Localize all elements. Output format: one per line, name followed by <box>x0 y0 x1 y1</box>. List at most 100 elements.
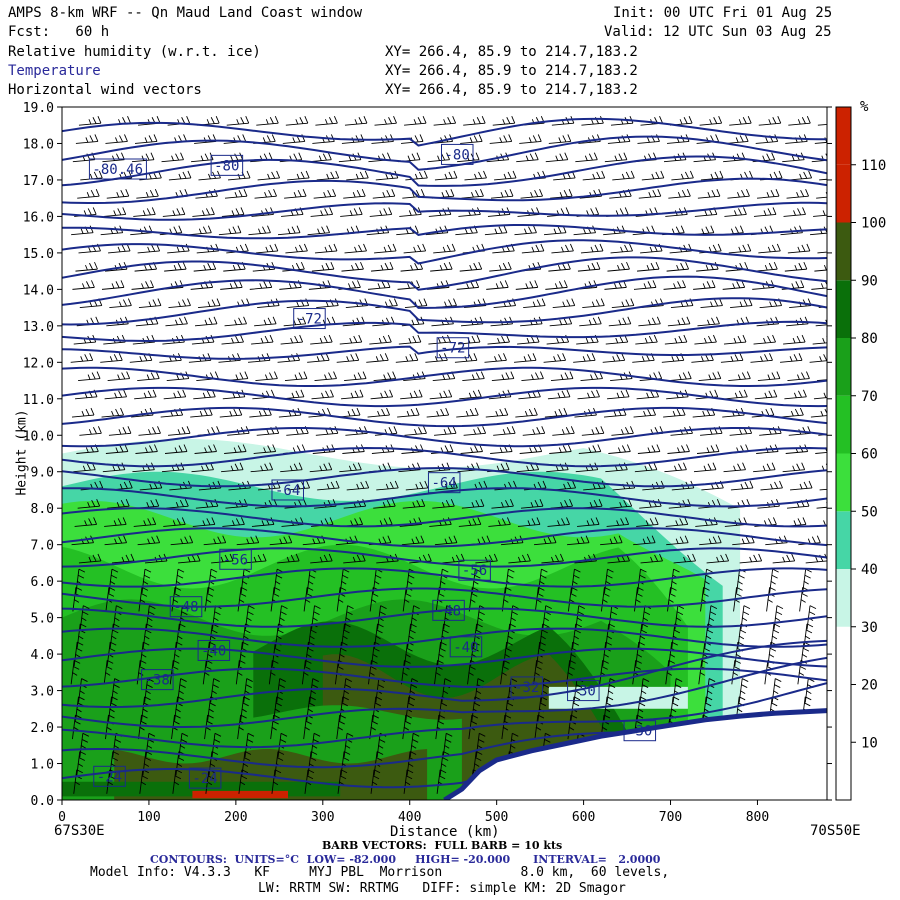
wind-barb <box>281 207 304 217</box>
y-tick-label: 17.0 <box>23 174 54 189</box>
wind-barb <box>691 225 715 236</box>
wind-barb <box>806 605 817 630</box>
wind-barb <box>637 444 661 454</box>
wind-barb <box>811 153 827 163</box>
wind-barb <box>602 353 626 363</box>
wind-barb <box>696 444 720 454</box>
wind-barb <box>208 751 219 776</box>
wind-barb <box>759 426 782 436</box>
wind-barb <box>274 623 285 648</box>
x-tick-label: 700 <box>659 810 682 825</box>
wind-barb <box>756 189 780 199</box>
wind-barb <box>813 208 827 217</box>
wind-barb <box>600 714 611 740</box>
wind-barb <box>107 499 130 509</box>
wind-barb <box>106 316 129 327</box>
y-tick-label: 13.0 <box>23 320 54 335</box>
wind-barb <box>278 605 288 630</box>
wind-barb <box>600 586 611 612</box>
y-axis-label: Height (km) <box>14 409 30 496</box>
wind-barb <box>312 444 336 454</box>
wind-barb <box>668 499 692 509</box>
wind-barb <box>438 568 449 594</box>
wind-barb <box>439 751 450 776</box>
wind-barb <box>251 334 274 345</box>
wind-barb <box>145 605 156 630</box>
wind-barb <box>306 696 316 721</box>
wind-barb <box>313 189 337 199</box>
wind-barb <box>235 659 246 685</box>
wind-barb <box>462 371 485 382</box>
temperature-label: -72 <box>440 341 465 357</box>
wind-barb <box>408 678 419 703</box>
wind-barb <box>74 517 98 527</box>
wind-barb <box>190 280 214 290</box>
wind-barb <box>135 444 158 454</box>
colorbar-segment <box>836 280 851 338</box>
wind-barb <box>282 134 306 144</box>
wind-barb <box>273 568 284 594</box>
wind-barb <box>700 586 710 612</box>
wind-barb <box>191 152 214 163</box>
wind-barb <box>484 225 508 236</box>
wind-barb <box>177 678 187 703</box>
temperature-contour <box>62 117 827 147</box>
wind-barb <box>553 170 576 181</box>
wind-barb <box>670 298 694 309</box>
wind-barb <box>133 517 157 527</box>
wind-barb <box>604 280 627 290</box>
wind-barb <box>71 225 94 236</box>
wind-barb <box>537 696 548 721</box>
temperature-contour <box>62 201 827 221</box>
wind-barb <box>521 371 544 382</box>
wind-barb <box>783 207 806 217</box>
wind-barb <box>516 462 540 473</box>
wind-barb <box>456 280 480 290</box>
temperature-label: -30 <box>627 724 652 740</box>
wind-barb <box>577 389 600 400</box>
wind-barbs <box>70 116 827 794</box>
wind-barb <box>228 480 251 491</box>
wind-barb <box>222 517 245 527</box>
wind-barb <box>339 334 363 345</box>
wind-barb <box>669 243 693 254</box>
wind-barb <box>539 623 549 648</box>
temperature-contour <box>62 607 827 628</box>
wind-barb <box>397 152 421 163</box>
wind-barb <box>338 280 361 290</box>
wind-barb <box>501 714 512 740</box>
wind-barb <box>402 714 412 740</box>
wind-barb <box>463 426 487 436</box>
wind-barb <box>108 568 119 594</box>
temperature-contour <box>62 406 827 428</box>
wind-barb <box>492 243 515 254</box>
temperature-label: -80 <box>214 158 239 174</box>
wind-barb <box>395 353 419 363</box>
wind-barb <box>249 280 273 290</box>
wind-barb <box>610 243 633 254</box>
temperature-label-box <box>219 548 252 570</box>
wind-barb <box>302 535 326 546</box>
wind-barb <box>493 426 516 436</box>
wind-barb <box>456 407 479 418</box>
wind-barb <box>253 444 277 454</box>
wind-barb <box>574 553 597 564</box>
temperature-contour <box>62 297 827 326</box>
wind-barb <box>108 696 118 721</box>
contour-info: CONTOURS: UNITS=°C LOW= -82.000 HIGH= -2… <box>150 853 661 866</box>
wind-barb <box>486 280 509 290</box>
wind-barb <box>506 623 516 648</box>
wind-barb <box>693 462 717 473</box>
wind-barb <box>344 116 368 126</box>
temperature-contour <box>62 275 827 309</box>
wind-barb <box>705 678 716 703</box>
wind-barb <box>441 678 452 703</box>
wind-barb <box>579 189 603 199</box>
temperature-label: -56 <box>223 552 248 568</box>
wind-barb <box>517 517 541 527</box>
wind-barb <box>434 170 458 181</box>
wind-barb <box>78 371 101 382</box>
wind-barb <box>400 389 423 400</box>
wind-barb <box>661 353 685 363</box>
wind-barb <box>550 189 573 199</box>
